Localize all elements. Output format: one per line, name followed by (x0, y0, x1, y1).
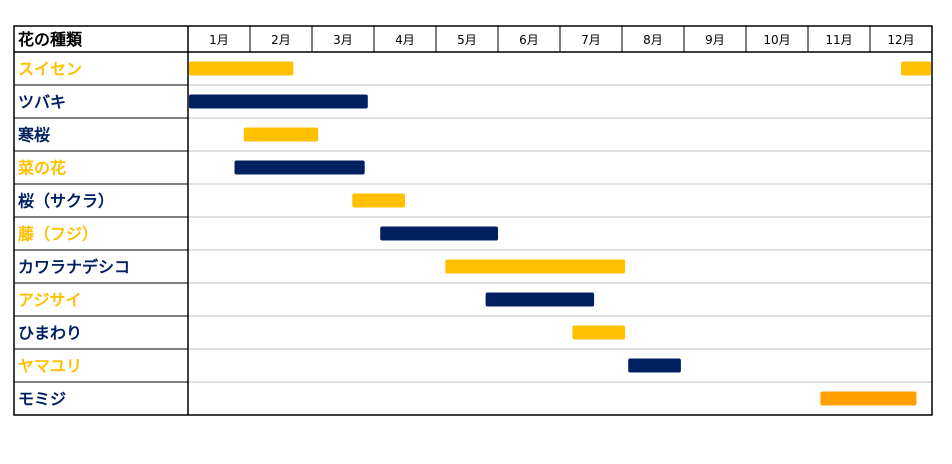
month-label: 7月 (581, 33, 601, 47)
table-borders (13, 25, 933, 416)
season-bar (901, 61, 931, 76)
flower-name: カワラナデシコ (18, 258, 130, 277)
table-labels: 花の種類 1月 2月 3月 4月 5月 6月 7月 8月 9月 10月 11月 12月スイセンツバキ寒桜… (17, 30, 915, 409)
flower-name: モミジ (18, 390, 66, 409)
flower-name: 寒桜 (17, 126, 50, 145)
flower-name: ツバキ (18, 93, 66, 112)
flower-name: ひまわり (18, 324, 82, 343)
season-bar (485, 292, 595, 307)
month-label: 8月 (643, 33, 663, 47)
flower-name: 菜の花 (17, 159, 66, 178)
month-label: 11月 (825, 33, 852, 47)
month-label: 1月 (209, 33, 229, 47)
table-grid (14, 26, 932, 383)
month-label: 2月 (271, 33, 291, 47)
season-bar (628, 358, 681, 373)
month-label: 5月 (457, 33, 477, 47)
month-label: 12月 (887, 33, 914, 47)
table-outline (13, 25, 933, 416)
flower-name: スイセン (18, 60, 82, 79)
month-label: 10月 (763, 33, 790, 47)
month-label: 4月 (395, 33, 415, 47)
season-bar (189, 61, 294, 76)
season-bar (572, 325, 626, 340)
season-bar (234, 160, 365, 175)
month-label: 9月 (705, 33, 725, 47)
season-bar (820, 391, 917, 406)
flower-name: ヤマユリ (18, 357, 82, 376)
flower-name: アジサイ (18, 291, 81, 310)
season-bar (352, 193, 405, 208)
season-bar (445, 259, 626, 274)
month-label: 3月 (333, 33, 353, 47)
month-label: 6月 (519, 33, 539, 47)
flower-name: 藤（フジ） (18, 225, 98, 244)
season-bars (189, 61, 931, 406)
season-bar (243, 127, 319, 142)
header-label: 花の種類 (18, 30, 83, 49)
flower-name: 桜（サクラ） (18, 192, 114, 211)
season-bar (380, 226, 498, 241)
season-bar (189, 94, 368, 109)
